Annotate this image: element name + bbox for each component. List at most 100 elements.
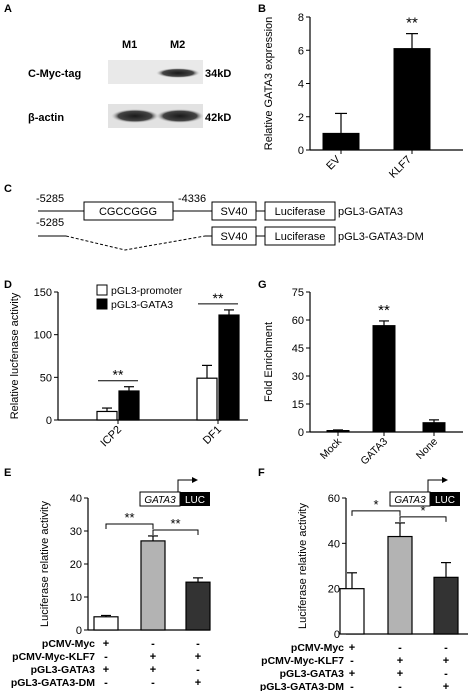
y-tick-label: 40 xyxy=(70,493,82,505)
c1-luc-box xyxy=(264,201,336,221)
significance-marker: * xyxy=(373,497,378,512)
band-actin-m2 xyxy=(156,109,204,123)
c1-luc: Luciferase xyxy=(275,206,326,218)
table-mark: + xyxy=(349,642,355,654)
panel-letter-b: B xyxy=(258,3,266,15)
table-row-label: pGL3-GATA3-DM xyxy=(260,681,344,691)
c2-start: -5285 xyxy=(36,217,64,229)
promoter-arrow xyxy=(427,479,442,492)
band-actin-m1 xyxy=(111,109,159,123)
table-mark: + xyxy=(195,651,201,663)
chart-d: 0 50 100 150 Relative lucfenase activity ICP2… xyxy=(9,284,248,450)
table-mark: + xyxy=(103,664,109,676)
c1-name: pGL3-GATA3 xyxy=(338,206,403,218)
significance-bracket xyxy=(351,510,401,516)
construct-gene-label: GATA3 xyxy=(394,495,426,506)
significance-marker: ** xyxy=(170,516,180,531)
table-mark: - xyxy=(398,681,402,691)
blot-size-actin: 42kD xyxy=(205,112,232,124)
table-mark: + xyxy=(195,677,201,689)
y-axis-title: Relative GATA3 expression xyxy=(263,17,275,150)
table-mark: - xyxy=(196,638,200,650)
significance-marker: ** xyxy=(113,367,124,383)
c2-luc: Luciferase xyxy=(275,231,326,243)
table-mark: - xyxy=(151,677,155,689)
table-mark: - xyxy=(104,677,108,689)
table-row-label: pCMV-Myc-KLF7 xyxy=(261,655,344,667)
significance-marker: * xyxy=(420,503,425,518)
c1-sv40: SV40 xyxy=(221,206,248,218)
bar-icp2-series1 xyxy=(118,390,140,421)
significance-marker: ** xyxy=(378,302,390,319)
y-tick-label: 20 xyxy=(328,584,340,596)
significance-bracket xyxy=(399,516,447,522)
significance-marker: ** xyxy=(406,15,418,32)
y-tick-label: 0 xyxy=(334,629,340,641)
construct-luc-box xyxy=(430,492,460,506)
blot-image xyxy=(108,60,204,128)
c2-name: pGL3-GATA3-DM xyxy=(338,231,424,243)
table-mark: - xyxy=(444,668,448,680)
x-tick-label: Mock xyxy=(318,435,345,462)
table-row-label: pGL3-GATA3-DM xyxy=(11,677,95,689)
y-tick-label: 60 xyxy=(292,315,304,327)
band-cmyc-m2 xyxy=(156,68,200,78)
y-axis-title: Fold Enrichment xyxy=(263,322,275,402)
panel-letter-f: F xyxy=(258,467,265,479)
y-tick-label: 6 xyxy=(298,45,304,57)
table-row-label: pCMV-Myc xyxy=(291,642,344,654)
construct-luc-box xyxy=(180,492,210,506)
table-mark: - xyxy=(444,642,448,654)
table-mark: + xyxy=(150,651,156,663)
bar-2 xyxy=(433,576,459,635)
x-tick-label: EV xyxy=(324,153,343,172)
bar-1 xyxy=(140,540,166,631)
table-mark: + xyxy=(397,668,403,680)
bar-df1-series1 xyxy=(218,314,240,421)
y-tick-label: 75 xyxy=(292,287,304,299)
y-tick-label: 20 xyxy=(70,559,82,571)
bar-gata3 xyxy=(372,325,396,433)
c1-start: -5285 xyxy=(36,193,64,205)
bar-0 xyxy=(339,588,365,635)
y-tick-label: 150 xyxy=(34,287,52,299)
y-tick-label: 15 xyxy=(292,399,304,411)
y-tick-label: 45 xyxy=(292,343,304,355)
x-tick-label: ICP2 xyxy=(98,424,124,450)
chart-g: 0 15 30 45 60 75 Fold Enrichment Mock GATA3 None *… xyxy=(263,287,463,465)
table-row-label: pCMV-Myc xyxy=(42,638,95,650)
table-mark: + xyxy=(397,655,403,667)
table-mark: - xyxy=(151,638,155,650)
y-tick-label: 2 xyxy=(298,112,304,124)
c2-luc-box xyxy=(264,226,336,246)
y-tick-label: 4 xyxy=(298,79,304,91)
chart-e: 0 10 20 30 40 Luciferase relative activity ** *… xyxy=(11,477,211,689)
bar-klf7 xyxy=(393,48,431,151)
bar-ev xyxy=(322,132,360,151)
y-tick-label: 0 xyxy=(298,145,304,157)
legend-label-0: pGL3-promoter xyxy=(111,285,183,297)
y-axis-title: Luciferase relative activity xyxy=(39,501,51,627)
table-mark: + xyxy=(103,638,109,650)
significance-bracket xyxy=(105,523,154,529)
significance-marker: ** xyxy=(124,510,134,525)
significance-bracket xyxy=(152,529,199,535)
table-mark: - xyxy=(104,651,108,663)
significance-marker: ** xyxy=(213,290,224,306)
promoter-arrowhead xyxy=(192,477,198,483)
bar-none xyxy=(422,422,446,433)
panel-letter-d: D xyxy=(4,279,12,291)
construct-luc-label: LUC xyxy=(185,495,205,506)
x-tick-label: DF1 xyxy=(201,424,224,447)
legend-swatch-0 xyxy=(96,284,108,296)
table-mark: + xyxy=(150,664,156,676)
y-axis-title: Relative lucfenase activity xyxy=(9,292,21,419)
legend-swatch-1 xyxy=(96,298,108,310)
panel-letter-e: E xyxy=(4,467,12,479)
y-tick-label: 0 xyxy=(298,427,304,439)
y-tick-label: 50 xyxy=(40,372,52,384)
bar-0 xyxy=(93,616,119,631)
bar-df1-series0 xyxy=(196,377,218,421)
table-mark: - xyxy=(398,642,402,654)
